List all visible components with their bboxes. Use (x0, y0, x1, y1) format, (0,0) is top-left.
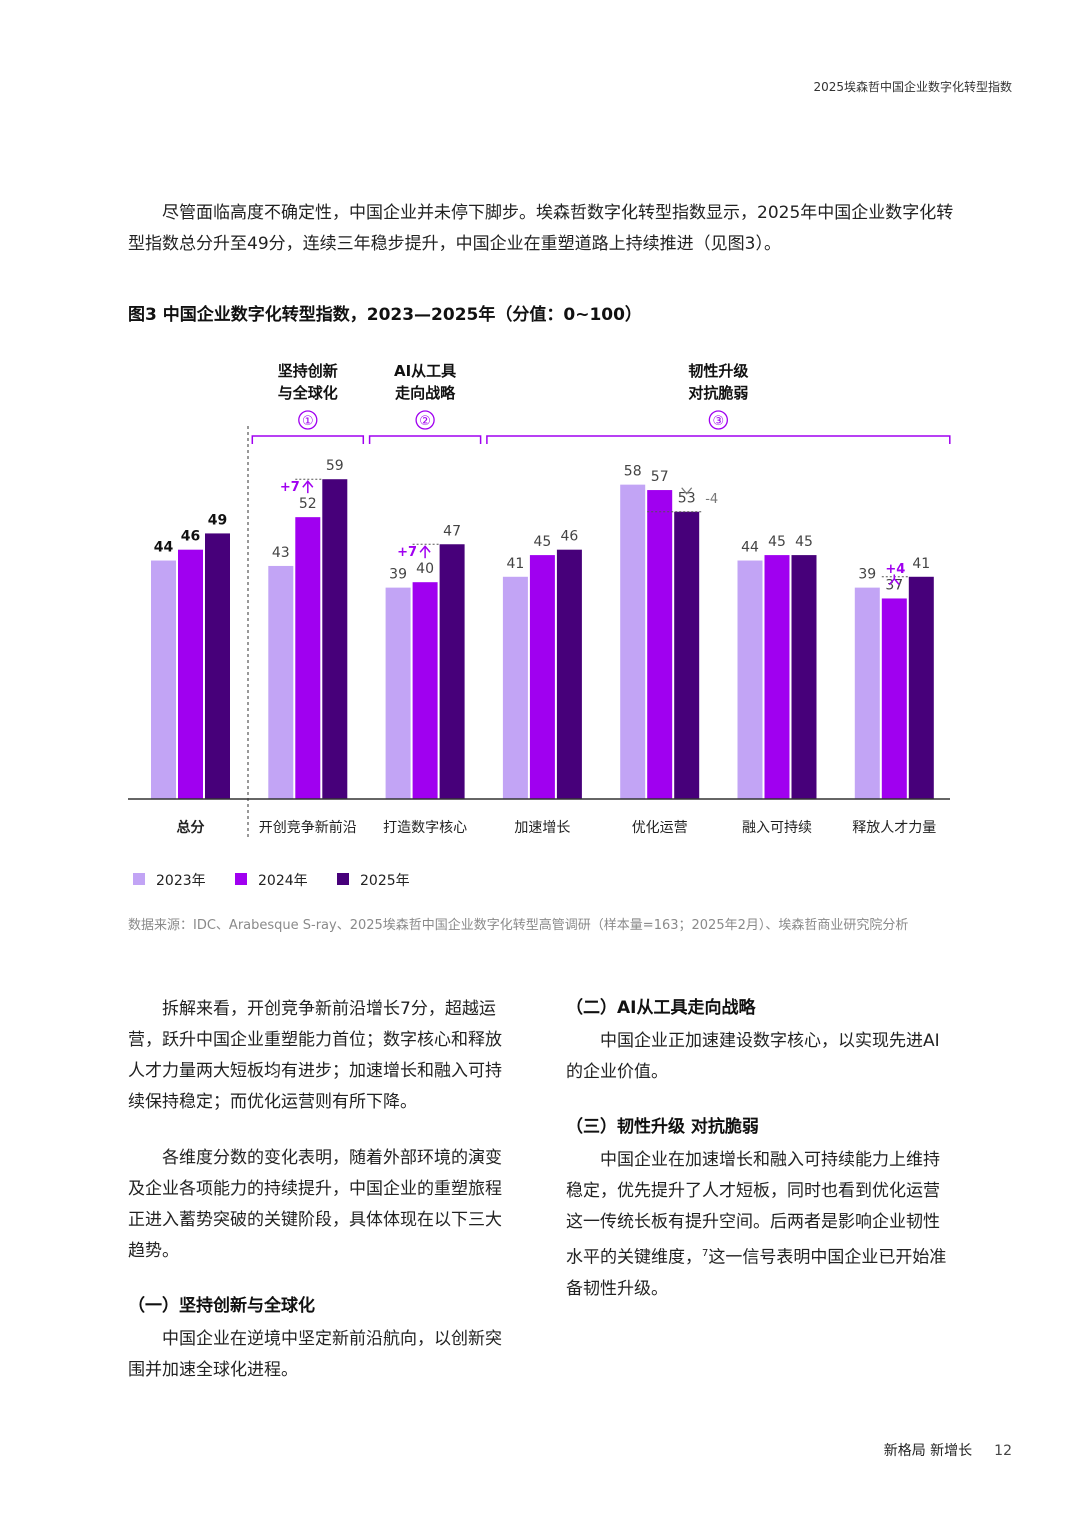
bar-4-2 (674, 511, 700, 799)
change-arrow-head (302, 480, 314, 488)
legend-label: 2024年 (258, 873, 308, 889)
bar-1-0 (268, 565, 294, 799)
bar-value-label: 39 (389, 567, 407, 583)
bar-value-label: 44 (741, 540, 759, 556)
category-label: 释放人才力量 (852, 820, 936, 836)
bar-value-label: 40 (416, 561, 434, 577)
bar-value-label: 39 (858, 567, 876, 583)
bar-1-1 (295, 517, 321, 799)
group-label-line2: 走向战略 (395, 384, 456, 402)
group-number: ③ (713, 414, 725, 429)
change-arrow-head (419, 545, 431, 553)
bar-value-label: 57 (651, 469, 669, 485)
bar-4-0 (620, 484, 646, 799)
change-label: +7 (280, 480, 300, 495)
body-paragraph-5-end: 这一信号表明中国企业已开始准备韧性升级。 (566, 1247, 947, 1299)
bar-value-label: 37 (885, 577, 903, 593)
category-label: 加速增长 (514, 820, 570, 836)
bar-4-1 (647, 490, 673, 799)
body-paragraph-1: 拆解来看，开创竞争新前沿增长7分，超越运营，跃升中国企业重塑能力首位；数字核心和… (128, 999, 502, 1112)
body-paragraph-5: 中国企业在加速增长和融入可持续能力上维持稳定，优先提升了人才短板，同时也看到优化… (566, 1145, 956, 1305)
bar-0-0 (151, 560, 176, 799)
change-arrow-head (888, 577, 900, 586)
bar-0-1 (178, 549, 203, 799)
change-label: -4 (705, 492, 718, 507)
bar-6-1 (881, 598, 907, 799)
footnote-marker: 7 (702, 1248, 709, 1259)
group-number: ① (302, 414, 314, 429)
category-label: 开创竞争新前沿 (259, 819, 357, 836)
bar-value-label: 59 (326, 458, 344, 474)
bar-value-label: 45 (795, 534, 813, 550)
legend-label: 2023年 (156, 873, 206, 889)
group-number: ② (419, 414, 431, 429)
group-number-circle (708, 410, 728, 430)
body-paragraph-2: 各维度分数的变化表明，随着外部环境的演变及企业各项能力的持续提升，中国企业的重塑… (128, 1148, 502, 1261)
intro-paragraph: 尽管面临高度不确定性，中国企业并未停下脚步。埃森哲数字化转型指数显示，2025年… (128, 203, 954, 254)
bar-6-0 (854, 587, 880, 799)
bar-5-2 (791, 555, 817, 799)
body-paragraph-5-text: 中国企业在加速增长和融入可持续能力上维持稳定，优先提升了人才短板，同时也看到优化… (566, 1150, 940, 1268)
change-label: +4 (885, 562, 905, 577)
group-label-line1: 韧性升级 (688, 362, 749, 380)
bar-6-2 (908, 576, 934, 799)
legend-swatch (133, 873, 145, 885)
bar-value-label: 46 (560, 529, 578, 545)
bar-3-2 (556, 549, 582, 799)
page-number: 12 (994, 1443, 1012, 1459)
bar-value-label: 45 (768, 534, 786, 550)
bar-value-label: 41 (912, 556, 930, 572)
bar-chart: 44 46 49 总分 43 52 59 开创竞争新前沿 39 40 47 打造数字核心 41 45 46 加… (128, 362, 951, 889)
running-header: 2025埃森哲中国企业数字化转型指数 (813, 80, 1012, 94)
legend-swatch (235, 873, 247, 885)
group-label-line1: 坚持创新 (278, 362, 338, 380)
bar-value-label: 46 (181, 529, 200, 545)
change-label: +7 (397, 545, 417, 560)
footer: 新格局 新增长 12 (884, 1440, 1012, 1460)
group-bracket (251, 435, 365, 444)
group-number-circle (415, 410, 435, 430)
body-paragraph-3: 中国企业在逆境中坚定新前沿航向，以创新突围并加速全球化进程。 (128, 1329, 502, 1380)
bar-1-2 (322, 479, 348, 799)
bar-2-1 (412, 582, 438, 799)
legend-swatch (337, 873, 349, 885)
section-heading-3: （三）韧性升级 对抗脆弱 (566, 1117, 759, 1137)
section-heading-1: （一）坚持创新与全球化 (128, 1296, 315, 1316)
category-label: 融入可持续 (742, 819, 812, 836)
bar-value-label: 47 (443, 523, 461, 539)
group-bracket (486, 435, 951, 444)
footer-title: 新格局 新增长 (883, 1443, 973, 1459)
bar-5-0 (737, 560, 763, 799)
data-source: 数据来源：IDC、Arabesque S-ray、2025埃森哲中国企业数字化转… (128, 918, 909, 933)
group-bracket (368, 435, 482, 444)
bar-0-2 (205, 533, 230, 799)
category-label: 总分 (177, 819, 205, 836)
group-label-line2: 对抗脆弱 (688, 384, 748, 402)
legend-label: 2025年 (360, 873, 410, 889)
section-heading-2: （二）AI从工具走向战略 (566, 998, 756, 1018)
right-column: （二）AI从工具走向战略 中国企业正加速建设数字核心，以实现先进AI的企业价值。… (566, 994, 956, 1330)
body-paragraph-4: 中国企业正加速建设数字核心，以实现先进AI的企业价值。 (566, 1031, 940, 1082)
change-arrow-head (681, 487, 693, 495)
bar-value-label: 41 (506, 556, 524, 572)
bar-value-label: 44 (154, 540, 174, 556)
bar-5-1 (764, 555, 790, 799)
bar-value-label: 49 (208, 512, 227, 528)
group-label-line2: 与全球化 (278, 384, 338, 402)
category-label: 优化运营 (632, 820, 688, 836)
bar-3-1 (529, 555, 555, 799)
bar-value-label: 43 (272, 545, 290, 561)
group-number-circle (298, 410, 318, 430)
bar-3-0 (502, 576, 528, 799)
bar-value-label: 52 (299, 496, 317, 512)
group-label-line1: AI从工具 (394, 362, 456, 380)
bar-value-label: 58 (624, 464, 642, 480)
left-column: 拆解来看，开创竞争新前沿增长7分，超越运营，跃升中国企业重塑能力首位；数字核心和… (128, 994, 518, 1411)
category-label: 打造数字核心 (383, 819, 467, 836)
bar-value-label: 45 (533, 534, 551, 550)
figure-title: 图3 中国企业数字化转型指数，2023—2025年（分值：0~100） (128, 305, 642, 325)
bar-value-label: 53 (678, 491, 696, 507)
bar-2-0 (385, 587, 411, 799)
bar-2-2 (439, 544, 465, 799)
